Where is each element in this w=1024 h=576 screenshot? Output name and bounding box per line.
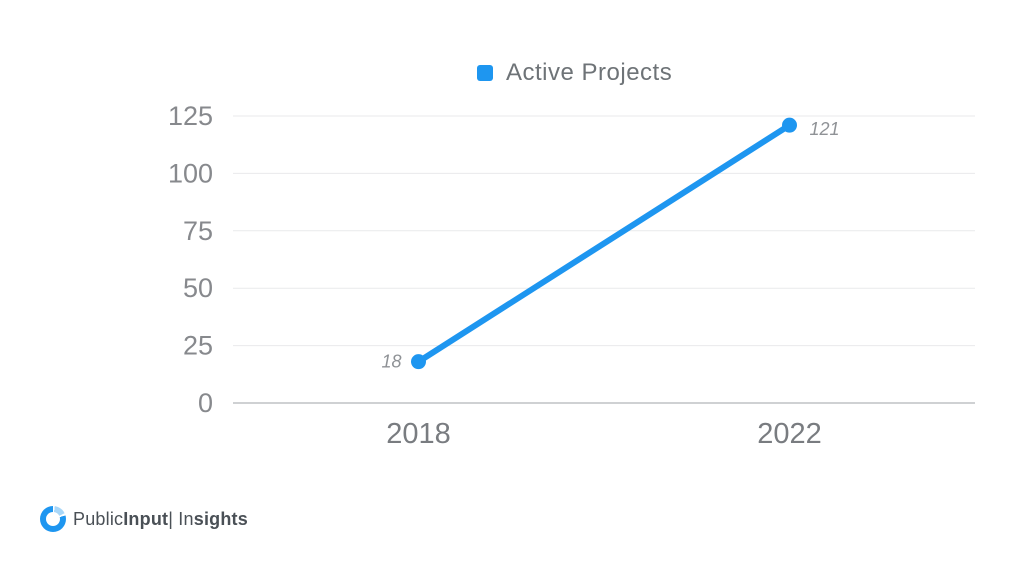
y-axis-tick-label: 75	[183, 216, 213, 246]
data-point-2018[interactable]	[411, 354, 426, 370]
logo-part-input: Input	[123, 508, 169, 529]
y-axis-tick-label: 50	[183, 273, 213, 303]
y-axis-tick-label: 0	[198, 388, 213, 418]
logo-part-public: Public	[73, 508, 124, 529]
data-label-2022: 121	[810, 119, 840, 139]
y-axis-tick-label: 125	[168, 101, 213, 131]
series-line-active-projects	[415, 122, 793, 365]
legend-label: Active Projects	[506, 59, 673, 86]
data-label-2018: 18	[381, 352, 401, 372]
x-axis-label-2018: 2018	[386, 418, 451, 450]
data-point-2022[interactable]	[782, 117, 797, 133]
logo-part-sights: sights	[193, 508, 248, 529]
publicinput-insights-logo: PublicInput| Insights	[40, 506, 248, 532]
y-axis-tick-label: 100	[168, 158, 213, 188]
y-axis-tick-label: 25	[183, 331, 213, 361]
logo-separator: |	[168, 508, 174, 529]
publicinput-logo-icon	[40, 506, 66, 532]
x-axis-label-2022: 2022	[757, 418, 822, 450]
publicinput-logo-text: PublicInput| Insights	[73, 509, 248, 530]
legend-marker-square	[477, 65, 493, 81]
logo-part-in: In	[173, 508, 194, 529]
legend-item-active-projects[interactable]: Active Projects	[477, 59, 672, 87]
